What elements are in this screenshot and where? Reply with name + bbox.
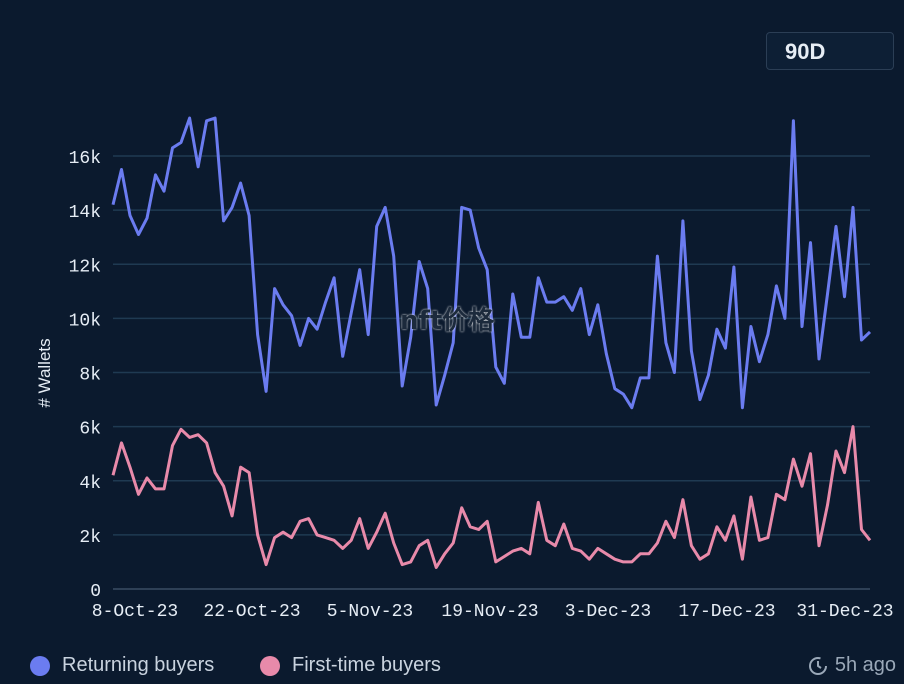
y-tick-label: 10k [69,311,101,331]
legend-item-returning[interactable]: Returning buyers [30,654,214,677]
legend-swatch-first-time [260,655,280,676]
refresh-indicator[interactable]: 5h ago [807,654,896,677]
clock-refresh-icon [808,656,827,675]
series-line-returning-buyers[interactable] [111,116,872,410]
series-line-first-time-buyers[interactable] [111,425,872,569]
x-tick-label: 19-Nov-23 [441,602,538,622]
y-tick-label: 2k [79,528,101,548]
chart-legend: Returning buyers First-time buyers 5h ag… [0,650,904,684]
legend-label-first-time: First-time buyers [292,654,441,676]
legend-swatch-returning [30,655,50,676]
x-tick-label: 5-Nov-23 [327,602,413,622]
y-axis-label: # Wallets [35,338,54,407]
y-tick-label: 0 [90,582,101,602]
x-tick-label: 22-Oct-23 [203,602,300,622]
y-tick-label: 12k [69,257,101,277]
x-tick-label: 31-Dec-23 [796,602,893,622]
line-chart: 0 2k 4k 6k 8k 10k 12k 14k 16k 8-Oct-23 22-Oct-23 5… [35,116,894,622]
y-tick-label: 14k [69,203,101,223]
refresh-time: 5h ago [834,654,896,676]
y-tick-label: 4k [79,474,101,494]
y-tick-label: 8k [79,366,101,386]
legend-label-returning: Returning buyers [62,654,215,676]
range-selector-90d[interactable]: 90D [766,32,894,70]
y-tick-label: 6k [79,420,101,440]
watermark-text: nft价格 [400,306,495,336]
x-tick-label: 3-Dec-23 [565,602,651,622]
x-tick-label: 8-Oct-23 [92,602,178,622]
y-tick-label: 16k [69,149,101,169]
legend-item-first-time[interactable]: First-time buyers [260,654,441,677]
x-tick-label: 17-Dec-23 [678,602,775,622]
